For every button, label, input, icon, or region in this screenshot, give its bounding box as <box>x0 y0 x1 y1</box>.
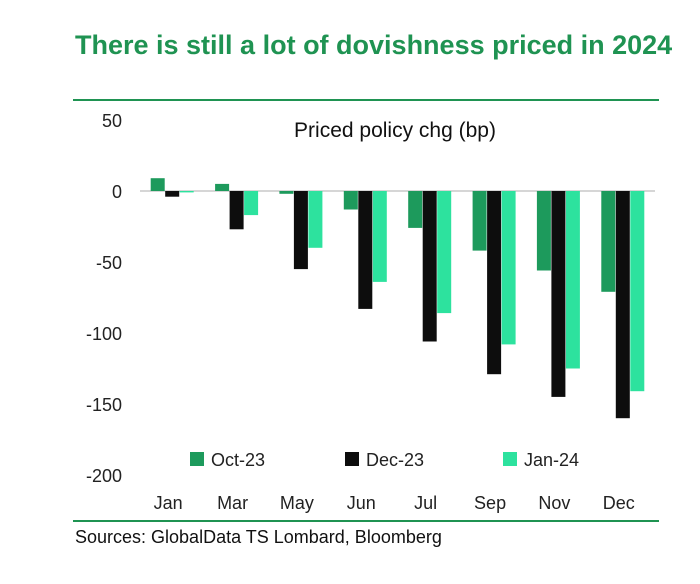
y-tick-label: -150 <box>86 395 122 415</box>
bar-dec-23-jan <box>165 191 180 197</box>
legend-swatch <box>503 452 517 466</box>
y-tick-label: -50 <box>96 253 122 273</box>
bar-jan-24-dec <box>630 191 645 392</box>
bar-dec-23-jul <box>422 191 437 342</box>
bar-oct-23-mar <box>215 183 230 191</box>
legend-label: Oct-23 <box>211 450 265 470</box>
x-tick-label: Sep <box>474 493 506 513</box>
bar-jan-24-may <box>308 191 323 248</box>
page-title: There is still a lot of dovishness price… <box>75 30 673 60</box>
bar-jan-24-jan <box>179 191 194 193</box>
bar-dec-23-dec <box>615 191 630 419</box>
bar-dec-23-may <box>293 191 308 270</box>
x-tick-label: May <box>280 493 314 513</box>
bar-oct-23-nov <box>536 191 551 271</box>
x-tick-label: Nov <box>538 493 570 513</box>
legend-label: Jan-24 <box>524 450 579 470</box>
bar-dec-23-mar <box>229 191 244 230</box>
y-tick-label: 0 <box>112 182 122 202</box>
legend-swatch <box>190 452 204 466</box>
x-tick-label: Mar <box>217 493 248 513</box>
source-note: Sources: GlobalData TS Lombard, Bloomber… <box>75 527 442 547</box>
y-tick-label: -200 <box>86 466 122 486</box>
bar-oct-23-sep <box>472 191 487 251</box>
chart-title: Priced policy chg (bp) <box>294 119 496 142</box>
bar-jan-24-nov <box>565 191 580 369</box>
x-tick-label: Dec <box>603 493 635 513</box>
legend-label: Dec-23 <box>366 450 424 470</box>
footer-divider <box>73 520 659 522</box>
bar-oct-23-may <box>279 191 294 194</box>
bar-dec-23-jun <box>358 191 373 309</box>
bar-oct-23-jan <box>150 178 165 191</box>
title-divider <box>73 99 659 101</box>
bar-oct-23-jun <box>343 191 358 210</box>
bar-oct-23-jul <box>408 191 423 228</box>
y-tick-label: -100 <box>86 324 122 344</box>
y-tick-label: 50 <box>102 111 122 131</box>
bar-dec-23-nov <box>551 191 566 397</box>
x-tick-label: Jan <box>154 493 183 513</box>
bar-oct-23-dec <box>601 191 616 292</box>
bar-jan-24-mar <box>244 191 259 216</box>
x-tick-label: Jul <box>414 493 437 513</box>
bar-jan-24-jun <box>372 191 387 282</box>
bar-dec-23-sep <box>487 191 502 375</box>
bar-jan-24-sep <box>501 191 516 345</box>
x-tick-label: Jun <box>347 493 376 513</box>
legend-swatch <box>345 452 359 466</box>
bar-jan-24-jul <box>437 191 452 314</box>
